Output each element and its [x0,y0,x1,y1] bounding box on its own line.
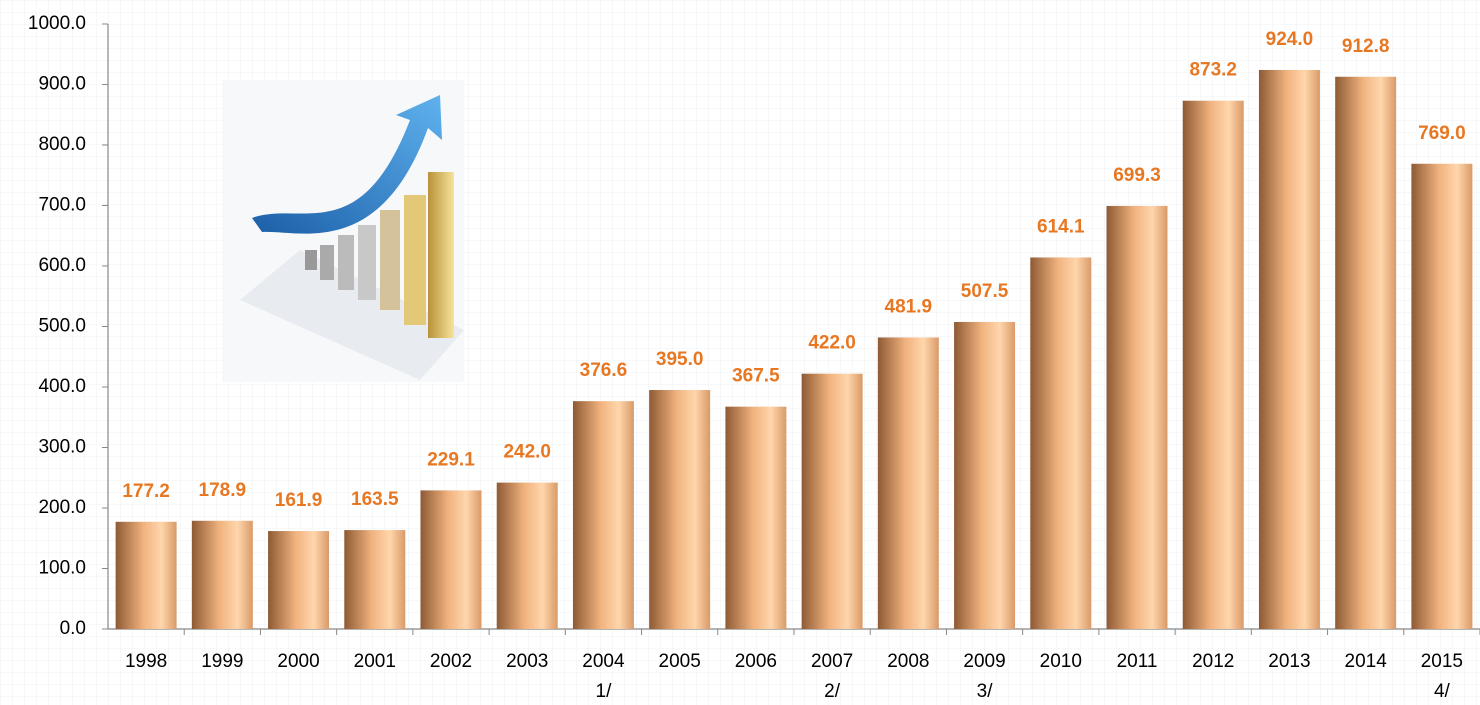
x-tick-label: 2013 [1268,651,1310,672]
x-tick-label: 2014 [1345,651,1388,672]
x-tick-label: 2011 [1117,651,1158,672]
y-tick-label: 1000.0 [28,13,86,34]
x-tick-note: 2/ [824,681,841,702]
bar [877,337,939,629]
y-tick-label: 0.0 [60,618,86,639]
x-tick-label: 1998 [125,651,167,672]
value-label: 163.5 [351,489,399,510]
bar [1411,163,1473,629]
x-tick-label: 2002 [430,651,472,672]
bar [496,482,558,629]
bar [344,530,406,629]
x-tick-label: 2001 [354,651,396,672]
x-tick-label: 1999 [201,651,243,672]
x-tick-note: 1/ [596,681,613,702]
x-tick-label: 2006 [735,651,777,672]
bar [649,390,711,629]
value-label: 769.0 [1418,123,1466,144]
value-label: 507.5 [961,281,1009,302]
value-label: 178.9 [199,480,247,501]
bar [954,321,1016,629]
bar [1258,69,1320,630]
bar [420,490,482,629]
y-tick-label: 500.0 [38,316,86,337]
value-label: 614.1 [1037,216,1085,237]
x-tick-label: 2003 [506,651,548,672]
bar [572,401,634,629]
x-tick-label: 2009 [963,651,1005,672]
x-tick-note: 4/ [1434,681,1451,702]
value-label: 912.8 [1342,36,1390,57]
bar [191,520,253,629]
value-label: 422.0 [808,333,856,354]
value-label: 924.0 [1266,29,1314,50]
x-tick-label: 2000 [277,651,319,672]
bar [725,406,787,629]
y-tick-label: 100.0 [38,558,86,579]
bar [1106,205,1168,629]
value-label: 367.5 [732,366,780,387]
value-label: 161.9 [275,490,323,511]
y-tick-label: 200.0 [38,497,86,518]
bar [115,521,177,629]
bar [801,373,863,629]
x-tick-label: 2007 [811,651,853,672]
x-tick-label: 2015 [1421,651,1463,672]
value-label: 699.3 [1113,165,1161,186]
value-label: 229.1 [427,449,475,470]
bar [1335,76,1397,630]
x-tick-label: 2012 [1192,651,1234,672]
bar [268,531,330,629]
value-label: 481.9 [885,296,933,317]
illustration [222,80,464,382]
value-label: 395.0 [656,349,704,370]
y-tick-label: 400.0 [38,376,86,397]
y-tick-label: 300.0 [38,437,86,458]
x-tick-label: 2008 [887,651,929,672]
x-tick-label: 2010 [1040,651,1082,672]
x-tick-label: 2004 [582,651,625,672]
y-tick-label: 900.0 [38,74,86,95]
y-tick-label: 600.0 [38,255,86,276]
x-tick-note: 3/ [977,681,994,702]
x-tick-label: 2005 [659,651,701,672]
y-tick-label: 700.0 [38,195,86,216]
y-tick-label: 800.0 [38,134,86,155]
bar [1030,257,1092,629]
value-label: 177.2 [122,481,170,502]
value-label: 376.6 [580,360,628,381]
bar [1182,100,1244,630]
value-label: 873.2 [1189,60,1237,81]
value-label: 242.0 [503,442,551,463]
